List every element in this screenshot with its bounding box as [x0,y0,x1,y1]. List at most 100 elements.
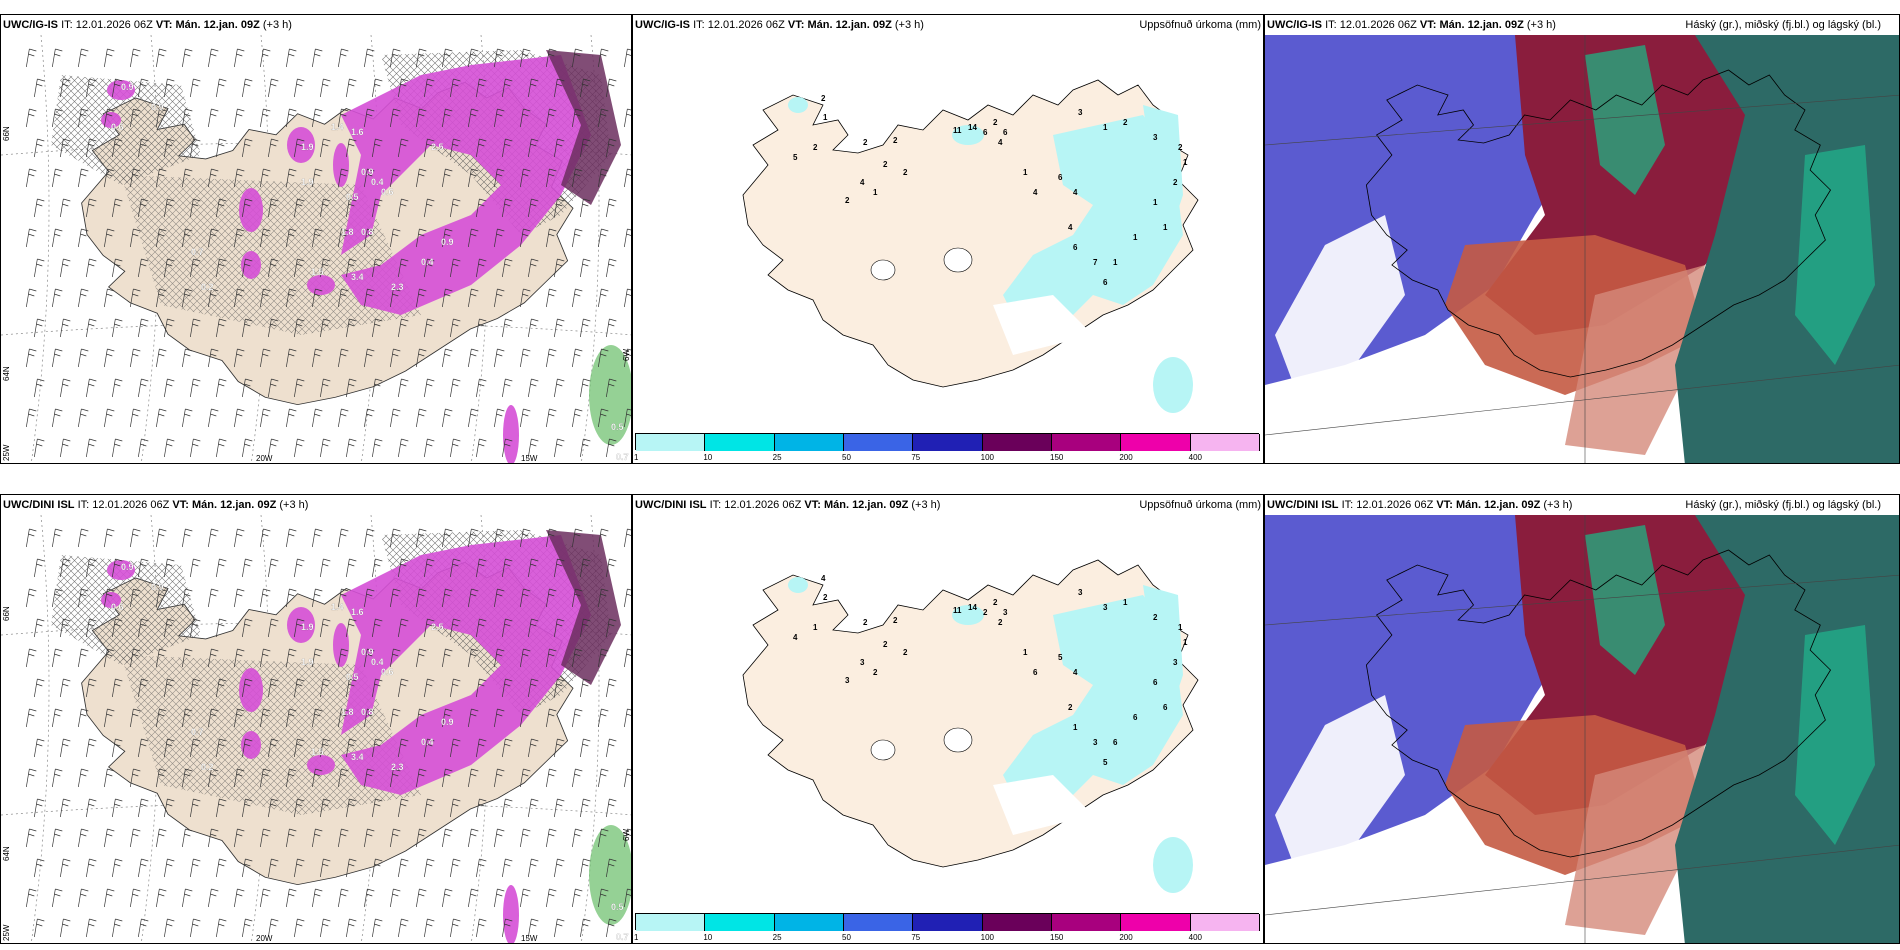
axis-label: 15W [521,454,538,463]
panel-wind-row2: UWC/DINI ISL IT: 12.01.2026 06Z VT: Mán.… [0,494,632,944]
accum-value-label: 5 [1058,653,1063,662]
axis-label: 25W [2,924,11,941]
precip-value-label: 1.4 [331,602,344,612]
colorbar-tick-label: 50 [842,933,851,942]
model-name: UWC/IG-IS [1267,19,1322,31]
colorbar-tick-label: 400 [1188,933,1203,942]
panel-header: UWC/DINI ISL IT: 12.01.2026 06Z VT: Mán.… [635,499,940,515]
accum-value-label: 11 [953,606,962,615]
precip-value-label: 1.8 [341,227,354,237]
precip-value-label: 3.4 [351,272,364,282]
wind-map: 66N 64N 25W 20W 15W 6W 0.9 0.9 0.6 1.9 1.4 1.6 2.5 0.… [1,35,631,463]
colorbar-tick-label: 25 [772,933,782,942]
accum-value-label: 6 [983,128,988,137]
precip-value-label: 0.9 [361,167,374,177]
precip-value-label: 1.9 [301,657,314,667]
accum-value-label: 1 [813,623,818,632]
vt-label: VT: [1436,499,1453,511]
cloud-map [1265,35,1899,463]
colorbar-cell [1190,914,1260,931]
lead-time: (+3 h) [262,19,292,31]
lead-time: (+3 h) [911,499,941,511]
vt-label: VT: [1419,19,1437,31]
vt-value: Mán. 12.jan. 09Z [1455,499,1541,511]
vt-label: VT: [155,19,173,31]
precip-value-label: 1.9 [301,177,314,187]
colorbar-tick-label: 1 [634,453,639,462]
precip-value-label: 1.6 [351,127,364,137]
accum-value-label: 1 [823,113,828,122]
it-value: 12.01.2026 06Z [92,499,170,511]
accum-value-label: 2 [863,138,868,147]
colorbar-cell [844,434,914,451]
precip-value-label: 0.7 [191,727,204,737]
precip-value-label: 0.9 [361,647,374,657]
accum-value-label: 3 [860,658,865,667]
precip-value-label: 0.8 [361,227,374,237]
colorbar-tick-label: 10 [703,453,713,462]
panel-header: UWC/IG-IS IT: 12.01.2026 06Z VT: Mán. 12… [635,19,924,35]
accum-value-label: 1 [1103,123,1108,132]
axis-label: 15W [521,934,538,943]
precip-value-label: 0.5 [611,902,624,912]
colorbar-cell [774,434,844,451]
accum-value-label: 1 [1183,638,1188,647]
accum-value-label: 4 [1073,668,1078,677]
panel-precip-row1: UWC/IG-IS IT: 12.01.2026 06Z VT: Mán. 12… [632,14,1264,464]
accum-value-label: 4 [821,574,826,583]
accum-value-label: 1 [1023,648,1028,657]
accum-value-label: 4 [860,178,865,187]
it-label: IT: [61,19,73,31]
accum-value-label: 6 [1058,173,1063,182]
accum-value-label: 2 [873,668,878,677]
wind-map: 66N 64N 25W 20W 15W 6W 0.9 0.9 0.6 1.9 1.4 1.6 2.5 0.… [1,515,631,943]
it-label: IT: [1325,19,1337,31]
vt-label: VT: [804,499,821,511]
axis-label: 20W [256,454,273,463]
accum-value-label: 14 [968,603,977,612]
lead-time: (+3 h) [279,499,309,511]
colorbar-tick-label: 400 [1188,453,1203,462]
precip-value-label: 2.5 [431,142,444,152]
colorbar-cell [1052,914,1122,931]
model-name: UWC/DINI ISL [3,499,75,511]
panel-header: UWC/DINI ISL IT: 12.01.2026 06Z VT: Mán.… [1267,499,1572,515]
it-value: 12.01.2026 06Z [75,19,153,31]
accum-value-label: 2 [863,618,868,627]
precip-value-label: 0.5 [346,192,359,202]
accum-value-label: 3 [1003,608,1008,617]
precip-value-label: 0.8 [361,707,374,717]
accum-value-label: 2 [1123,118,1128,127]
vt-value: Mán. 12.jan. 09Z [1439,19,1524,31]
colorbar-cell [774,914,844,931]
vt-label: VT: [172,499,189,511]
accum-value-label: 1 [873,188,878,197]
precip-value-label: 0.4 [421,737,434,747]
colorbar-cell [1190,434,1260,451]
accum-value-label: 4 [1033,188,1038,197]
lead-time: (+3 h) [894,19,924,31]
axis-label: 66N [2,126,11,141]
accum-value-label: 2 [893,616,898,625]
precip-value-label: 0.4 [371,177,384,187]
precip-title: Uppsöfnuð úrkoma (mm) [1139,19,1261,31]
precip-value-label: 0.9 [121,82,134,92]
accum-value-label: 6 [1133,713,1138,722]
cloud-map [1265,515,1899,943]
accum-value-label: 2 [903,648,908,657]
colorbar-cell [982,914,1052,931]
accum-value-label: 2 [993,118,998,127]
colorbar-tick-label: 25 [772,453,782,462]
precip-value-label: 0.4 [371,657,384,667]
accum-value-label: 2 [1068,703,1073,712]
accum-value-label: 2 [983,608,988,617]
accum-value-label: 2 [845,196,850,205]
panel-clouds-row2: UWC/DINI ISL IT: 12.01.2026 06Z VT: Mán.… [1264,494,1900,944]
accum-value-label: 3 [1173,658,1178,667]
colorbar-tick-label: 100 [980,933,995,942]
accum-value-label: 1 [1178,623,1183,632]
accum-value-label: 6 [1033,668,1038,677]
accum-value-label: 3 [1103,603,1108,612]
accum-value-label: 6 [1163,703,1168,712]
